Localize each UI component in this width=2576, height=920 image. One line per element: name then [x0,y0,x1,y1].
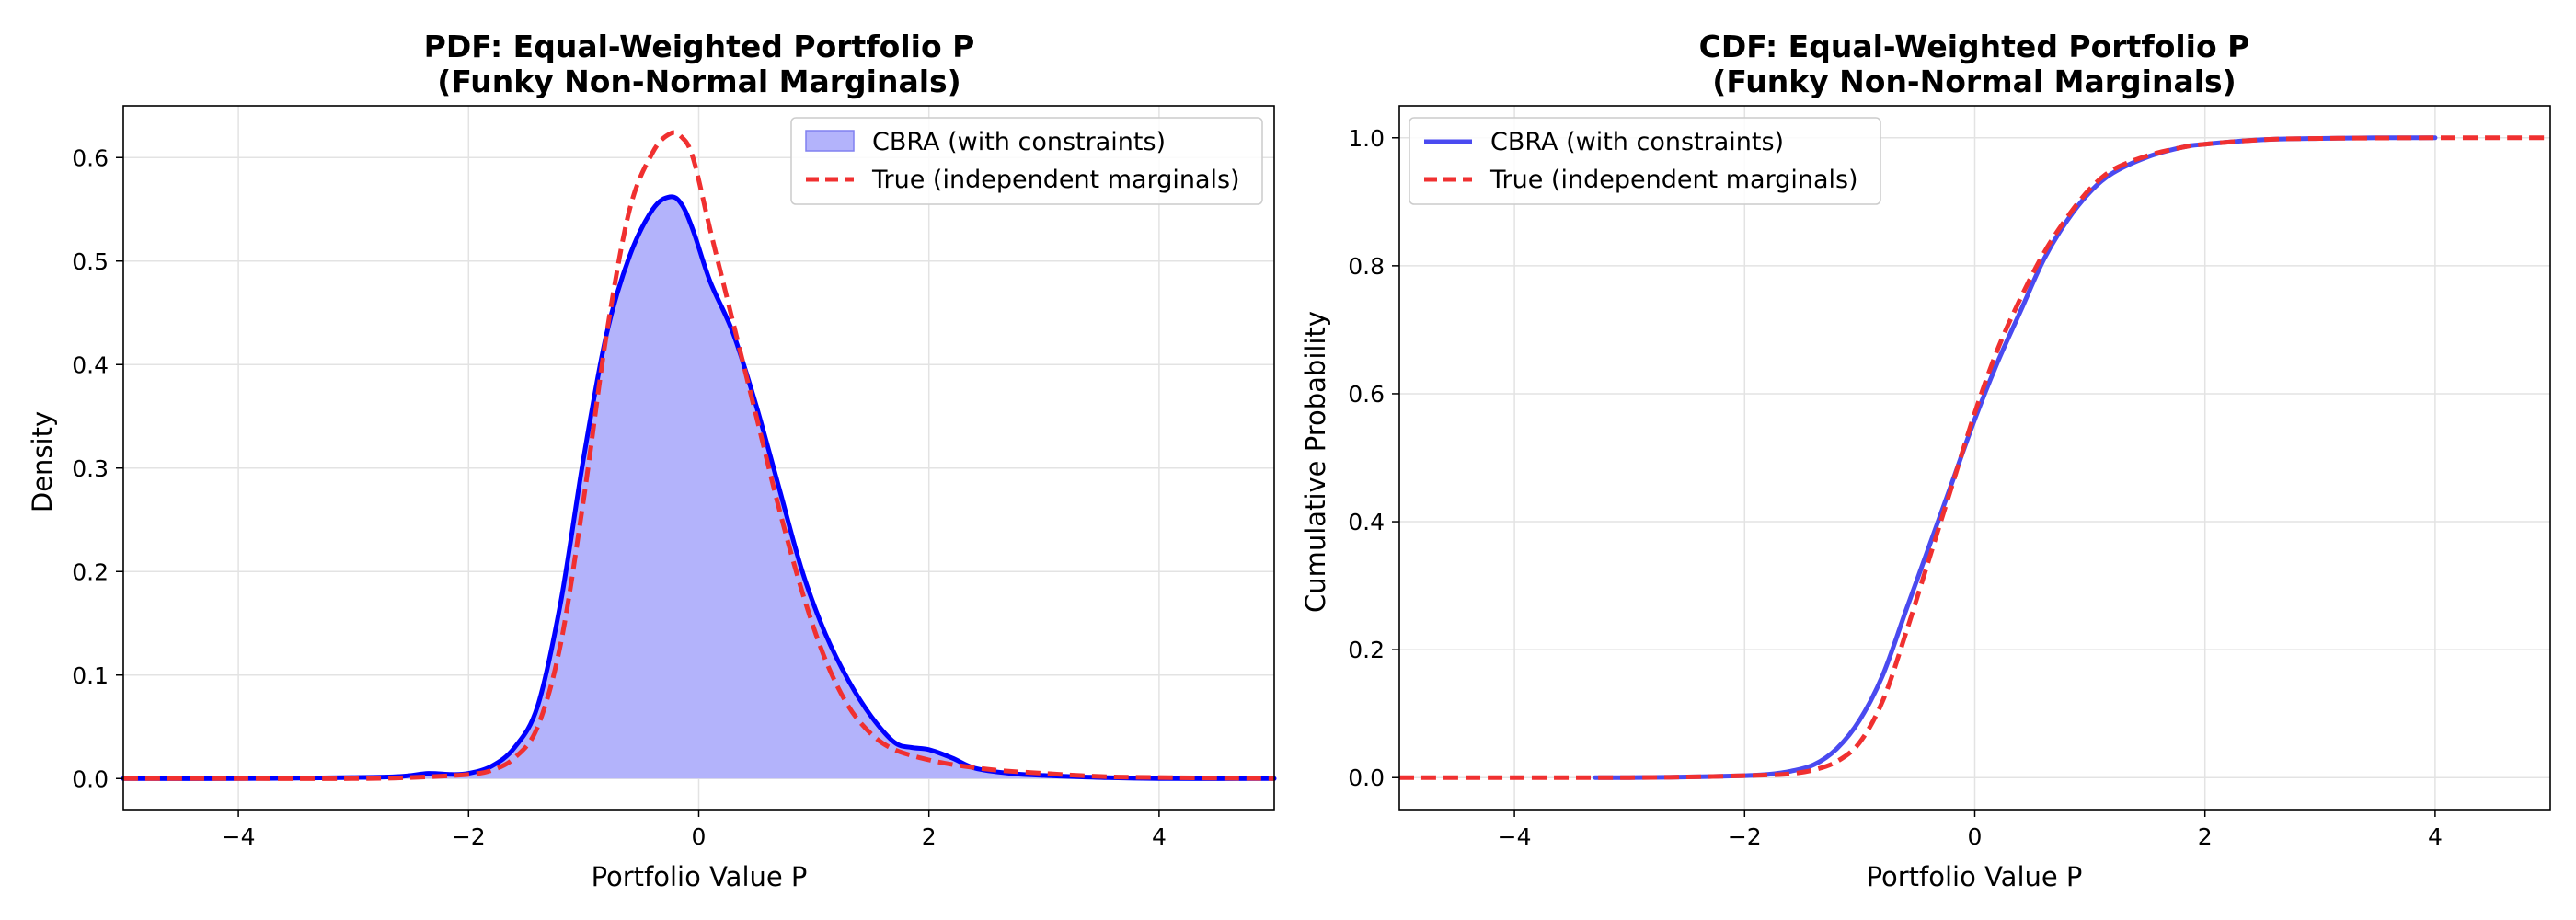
cdf-y-tick-label: 0.4 [1348,509,1385,535]
pdf-plot-area [121,130,1277,781]
cdf-series-true-line [1398,135,2551,780]
pdf-y-tick-label: 0.4 [72,351,109,378]
cdf-title: CDF: Equal-Weighted Portfolio P [1699,29,2250,64]
pdf-legend-label-true: True (independent marginals) [871,166,1240,194]
cdf-legend-label-cbra: CBRA (with constraints) [1490,128,1784,156]
cdf-x-tick-label: 2 [2198,823,2213,850]
pdf-series-cbra-area [123,196,1274,779]
cdf-subtitle: (Funky Non-Normal Marginals) [1712,63,2237,99]
cdf-x-ticks: −4 −2 0 2 4 [1498,810,2443,850]
cdf-y-ticks: 0.0 0.2 0.4 0.6 0.8 1.0 [1348,125,1399,791]
pdf-x-tick-label: 2 [922,823,937,850]
cdf-y-tick-label: 0.2 [1348,637,1385,663]
pdf-x-tick-label: 0 [692,823,707,850]
cdf-legend: CBRA (with constraints) True (independen… [1409,117,1881,205]
pdf-y-tick-label: 0.0 [72,765,109,792]
pdf-x-ticks: −4 −2 0 2 4 [222,810,1167,850]
cdf-x-tick-label: −2 [1728,823,1762,850]
pdf-legend-label-cbra: CBRA (with constraints) [872,128,1166,156]
pdf-y-tick-label: 0.1 [72,662,109,689]
pdf-y-axis-label: Density [27,411,58,512]
pdf-legend-swatch-cbra [805,130,855,152]
pdf-y-tick-label: 0.3 [72,455,109,482]
pdf-series-true-line [122,130,1275,781]
cdf-plot-area [1398,135,2551,780]
pdf-legend-box [790,117,1263,205]
cdf-y-tick-label: 0.8 [1348,253,1385,280]
pdf-subtitle: (Funky Non-Normal Marginals) [437,63,961,99]
pdf-y-ticks: 0.0 0.1 0.2 0.3 0.4 0.5 0.6 [72,144,123,792]
pdf-legend: CBRA (with constraints) True (independen… [790,117,1263,205]
pdf-y-tick-label: 0.5 [72,248,109,275]
cdf-legend-box [1409,117,1881,205]
cdf-y-axis-label: Cumulative Probability [1300,311,1331,613]
cdf-panel: CDF: Equal-Weighted Portfolio P (Funky N… [1300,29,2551,892]
pdf-panel: PDF: Equal-Weighted Portfolio P (Funky N… [27,29,1277,892]
pdf-title: PDF: Equal-Weighted Portfolio P [424,29,975,64]
cdf-y-tick-label: 1.0 [1348,125,1385,152]
cdf-y-tick-label: 0.0 [1348,765,1385,791]
pdf-x-tick-label: 4 [1152,823,1167,850]
pdf-y-tick-label: 0.6 [72,144,109,171]
pdf-x-tick-label: −4 [222,823,256,850]
cdf-x-tick-label: −4 [1498,823,1532,850]
pdf-y-tick-label: 0.2 [72,558,109,585]
pdf-x-axis-label: Portfolio Value P [592,861,808,892]
cdf-x-tick-label: 4 [2428,823,2443,850]
cdf-x-tick-label: 0 [1968,823,1983,850]
cdf-x-axis-label: Portfolio Value P [1867,861,2083,892]
cdf-y-tick-label: 0.6 [1348,381,1385,408]
cdf-legend-label-true: True (independent marginals) [1489,166,1858,194]
pdf-x-tick-label: −2 [452,823,486,850]
